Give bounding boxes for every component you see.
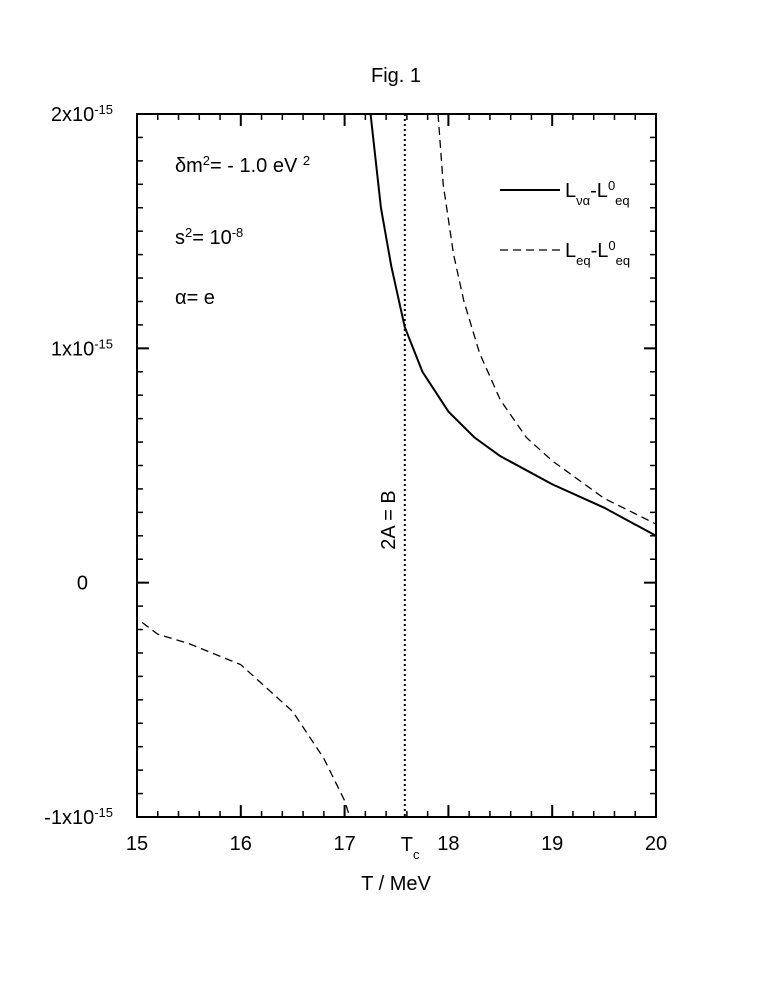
legend-label: Lνα-L0eq xyxy=(565,178,630,208)
series-line xyxy=(141,113,657,818)
annotation: α= e xyxy=(175,287,215,309)
reference-line-label: 2A = B xyxy=(378,490,400,550)
annotation-part: α= e xyxy=(175,287,215,309)
x-tick-label: 19 xyxy=(541,833,563,855)
y-tick-label: 1x10-15 xyxy=(51,336,113,361)
annotation-part: s xyxy=(175,227,185,249)
x-tick-label: 15 xyxy=(126,833,148,855)
annotation: s2= 10-8 xyxy=(175,225,243,250)
x-tick-label: 16 xyxy=(230,833,252,855)
plot-frame xyxy=(136,113,657,818)
annotation-part: 2 xyxy=(203,153,210,168)
legend-label: Leq-L0eq xyxy=(565,238,630,268)
legend-label-part: 0 xyxy=(608,178,615,193)
chart-title: Fig. 1 xyxy=(371,65,421,87)
annotation-part: = - 1.0 eV xyxy=(210,155,303,177)
y-tick-label: 0 xyxy=(77,573,88,595)
annotation-part: = 10 xyxy=(192,227,231,249)
x-tick-label: 17 xyxy=(333,833,355,855)
x-tick-label: 20 xyxy=(645,833,667,855)
reference-tick-label: Tc xyxy=(401,834,420,862)
annotation-part: 2 xyxy=(185,225,192,240)
y-tick-label-base: -1x10 xyxy=(44,807,94,829)
y-tick-label-base: 2x10 xyxy=(51,104,94,126)
y-tick-label-exp: -15 xyxy=(94,102,113,117)
annotation: δm2= - 1.0 eV 2 xyxy=(175,153,310,178)
annotation-part: δm xyxy=(175,155,203,177)
legend-label-part: eq xyxy=(616,253,630,268)
legend-label-part: eq xyxy=(615,193,629,208)
y-tick-label: -1x10-15 xyxy=(44,805,113,830)
annotation-part: -8 xyxy=(232,225,244,240)
legend-label-part: -L xyxy=(591,240,609,262)
legend-label-part: 0 xyxy=(608,238,615,253)
legend-label-part: eq xyxy=(576,253,590,268)
legend-label-part: -L xyxy=(590,180,608,202)
reference-tick-label-part: c xyxy=(413,847,420,862)
reference-tick-label-part: T xyxy=(401,834,413,856)
legend-label-part: L xyxy=(565,180,576,202)
legend-label-part: να xyxy=(576,193,591,208)
y-tick-label: 2x10-15 xyxy=(51,102,113,127)
x-axis-label: T / MeV xyxy=(361,873,431,895)
legend-label-part: L xyxy=(565,240,576,262)
y-tick-label-exp: -15 xyxy=(94,805,113,820)
y-tick-label-base: 1x10 xyxy=(51,338,94,360)
annotation-part: 2 xyxy=(303,153,310,168)
x-tick-label: 18 xyxy=(437,833,459,855)
series-line xyxy=(369,113,657,537)
y-tick-label-exp: -15 xyxy=(94,336,113,351)
